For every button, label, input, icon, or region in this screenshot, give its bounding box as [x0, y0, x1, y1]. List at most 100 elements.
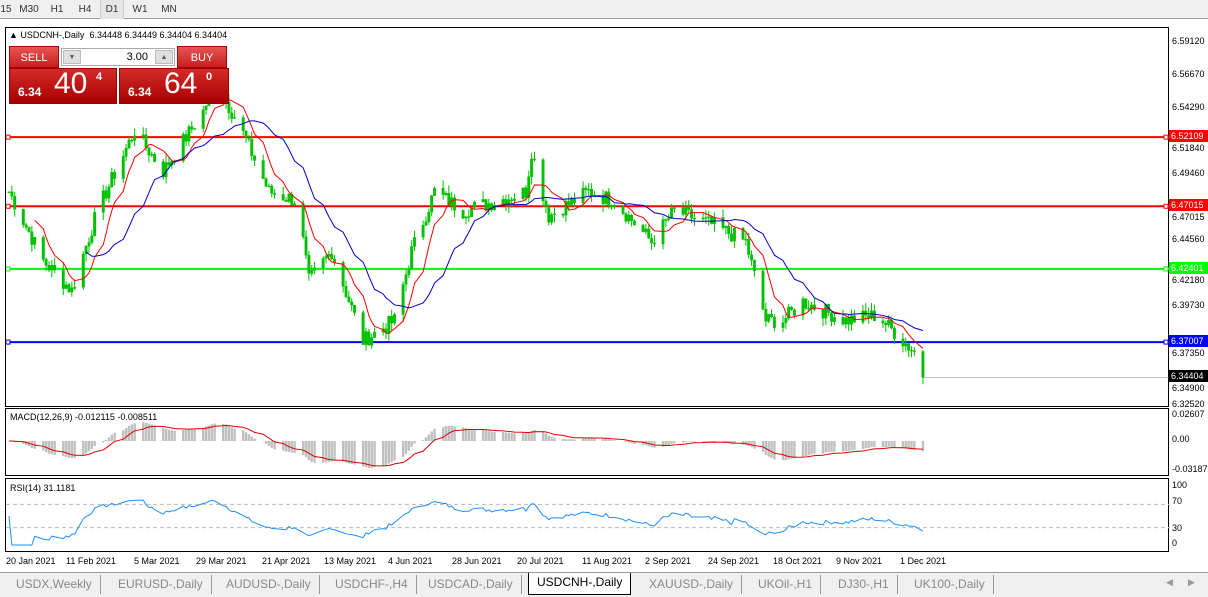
- collapse-icon[interactable]: ▲: [9, 30, 21, 40]
- candle: [321, 256, 325, 275]
- macd-histogram-bar: [281, 441, 285, 451]
- candle: [861, 304, 865, 325]
- candle: [530, 152, 534, 185]
- macd-histogram-bar: [870, 441, 873, 448]
- scroll-right-icon[interactable]: ▶: [1188, 577, 1195, 587]
- increase-lot-icon[interactable]: ▲: [155, 50, 173, 64]
- macd-histogram-bar: [293, 441, 296, 453]
- candle: [233, 110, 237, 119]
- candle: [790, 306, 793, 311]
- level-handle[interactable]: [6, 203, 11, 209]
- tab-audusd-daily[interactable]: AUDUSD-,Daily: [218, 575, 320, 594]
- level-handle[interactable]: [1163, 266, 1169, 272]
- candle: [413, 230, 417, 252]
- tab-uk100-daily[interactable]: UK100-,Daily: [906, 575, 994, 594]
- macd-histogram-bar: [790, 441, 793, 459]
- macd-histogram-bar: [907, 441, 910, 450]
- candle: [107, 184, 111, 203]
- macd-histogram-bar: [904, 441, 907, 449]
- macd-histogram-bar: [890, 441, 893, 447]
- candle: [904, 337, 908, 352]
- candle: [884, 320, 888, 332]
- macd-histogram-bar: [330, 441, 333, 462]
- candle: [250, 131, 254, 161]
- timeframe-w1[interactable]: W1: [132, 4, 148, 15]
- tab-dj30-h1[interactable]: DJ30-,H1: [830, 575, 898, 594]
- sell-button[interactable]: SELL: [9, 46, 59, 68]
- macd-histogram-bar: [861, 441, 865, 449]
- level-handle[interactable]: [6, 339, 11, 345]
- candle: [844, 316, 848, 329]
- macd-histogram-bar: [290, 441, 293, 453]
- date-axis-label: 20 Jul 2021: [517, 556, 564, 566]
- macd-histogram-bar: [530, 430, 533, 441]
- buy-button[interactable]: BUY: [177, 46, 227, 68]
- tab-ukoil-h1[interactable]: UKOil-,H1: [750, 575, 822, 594]
- macd-histogram-bar: [770, 441, 773, 458]
- macd-histogram-bar: [661, 441, 665, 447]
- tab-eurusd-daily[interactable]: EURUSD-,Daily: [110, 575, 212, 594]
- macd-histogram-bar: [190, 428, 193, 441]
- macd-histogram-bar: [710, 441, 713, 443]
- price-chart[interactable]: [5, 27, 1170, 407]
- candle: [401, 281, 405, 322]
- candle: [573, 192, 576, 208]
- macd-panel[interactable]: [5, 408, 1169, 476]
- macd-histogram-bar: [630, 441, 633, 444]
- macd-histogram-bar: [421, 440, 425, 441]
- timeframe-d1[interactable]: D1: [100, 0, 124, 19]
- timeframe-m30[interactable]: M30: [19, 4, 39, 15]
- candle: [827, 303, 831, 317]
- candle: [7, 191, 11, 193]
- macd-histogram-bar: [310, 441, 313, 462]
- macd-histogram-bar: [93, 441, 96, 447]
- hline-price-tag: 6.42401: [1169, 261, 1208, 274]
- level-handle[interactable]: [1163, 134, 1169, 140]
- buy-price[interactable]: 6.34 64 0: [119, 67, 229, 104]
- candle: [504, 194, 508, 212]
- macd-histogram-bar: [184, 429, 188, 441]
- scroll-left-icon[interactable]: ◀: [1166, 577, 1173, 587]
- decrease-lot-icon[interactable]: ▼: [63, 50, 81, 64]
- macd-histogram-bar: [144, 422, 148, 441]
- candle: [270, 183, 274, 198]
- macd-histogram-bar: [713, 441, 716, 442]
- timeframe-15[interactable]: 15: [0, 4, 12, 15]
- lot-size-input[interactable]: ▼ 3.00 ▲: [61, 48, 175, 66]
- price-axis-label: 6.51840: [1172, 143, 1205, 154]
- macd-histogram-bar: [850, 441, 853, 451]
- macd-histogram-bar: [741, 441, 745, 445]
- macd-histogram-bar: [590, 438, 593, 441]
- tab-usdcnh-daily[interactable]: USDCNH-,Daily: [528, 573, 632, 595]
- sell-price[interactable]: 6.34 40 4: [9, 67, 117, 104]
- macd-histogram-bar: [207, 425, 211, 441]
- tab-usdx-weekly[interactable]: USDX,Weekly: [8, 575, 101, 594]
- timeframe-h4[interactable]: H4: [78, 4, 92, 15]
- macd-histogram-bar: [533, 429, 536, 441]
- level-handle[interactable]: [1163, 339, 1169, 345]
- tab-xauusd-daily[interactable]: XAUUSD-,Daily: [641, 575, 743, 594]
- candle: [441, 180, 445, 200]
- level-handle[interactable]: [6, 134, 11, 140]
- macd-histogram-bar: [344, 441, 348, 463]
- candle: [184, 130, 188, 146]
- candle: [113, 169, 117, 186]
- macd-histogram-bar: [753, 441, 756, 449]
- candle: [841, 309, 845, 326]
- candle: [44, 257, 48, 272]
- candle: [87, 237, 91, 253]
- date-axis-label: 2 Sep 2021: [645, 556, 692, 566]
- macd-histogram-bar: [613, 440, 616, 441]
- tab-usdcad-daily[interactable]: USDCAD-,Daily: [420, 575, 522, 594]
- macd-histogram-bar: [604, 438, 608, 441]
- candle: [264, 176, 268, 188]
- candle: [550, 212, 554, 225]
- level-handle[interactable]: [1163, 203, 1169, 209]
- candle: [424, 216, 428, 226]
- timeframe-h1[interactable]: H1: [50, 4, 64, 15]
- level-handle[interactable]: [6, 266, 11, 272]
- rsi-panel[interactable]: [5, 478, 1170, 552]
- macd-histogram-bar: [744, 441, 748, 446]
- tab-usdchf-h4[interactable]: USDCHF-,H4: [327, 575, 417, 594]
- timeframe-mn[interactable]: MN: [161, 4, 177, 15]
